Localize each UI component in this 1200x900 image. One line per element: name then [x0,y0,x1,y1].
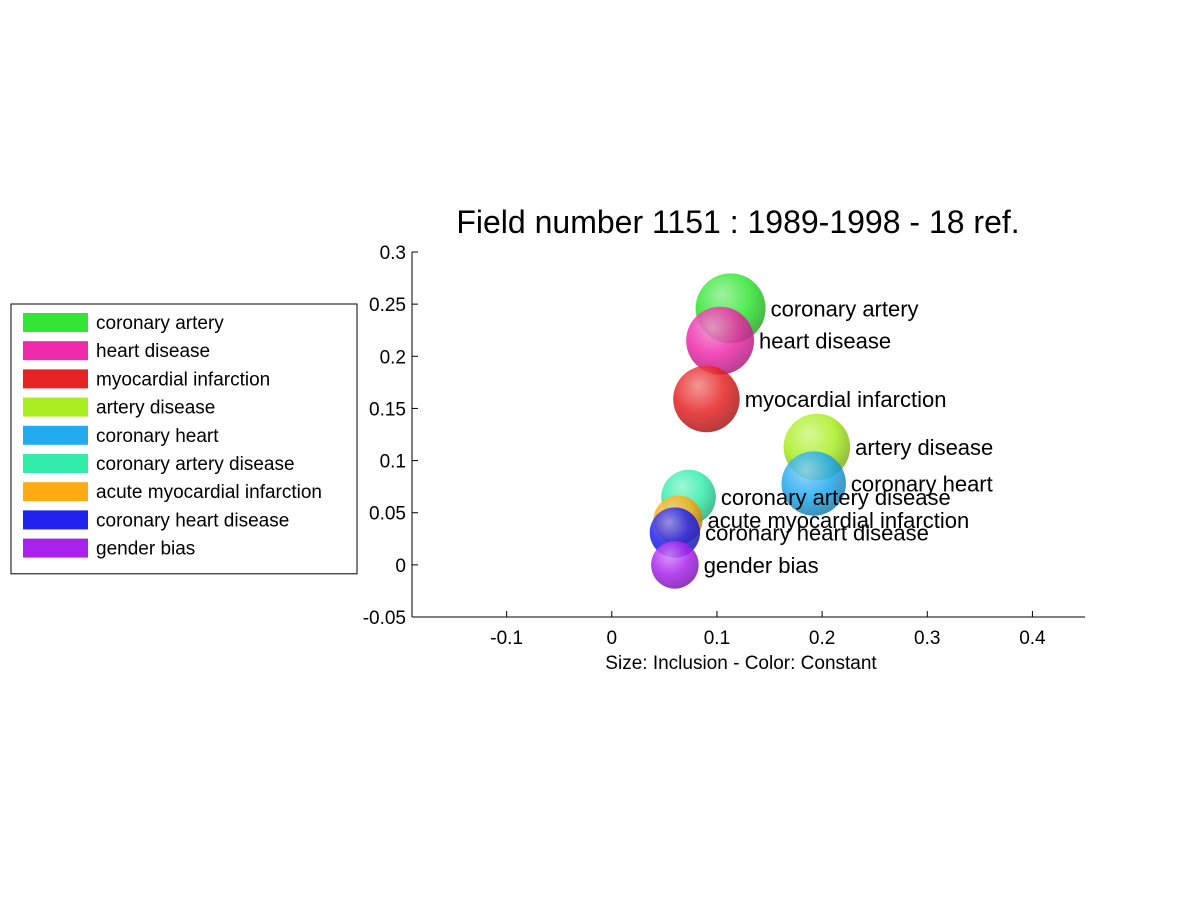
y-tick-label: 0.25 [369,295,406,316]
legend-entry: gender bias [96,539,195,560]
bubble-label: artery disease [855,435,993,460]
legend-entry: artery disease [96,398,215,419]
y-tick-label: 0 [395,556,406,577]
x-tick-label: 0 [607,628,618,649]
y-tick-label: 0.2 [380,347,406,368]
chart-title: Field number 1151 : 1989-1998 - 18 ref. [456,204,1019,240]
legend-swatch [23,341,88,361]
legend-swatch [23,454,88,473]
legend-swatch [23,538,88,558]
legend-swatch [23,425,88,445]
bubble-label: acute myocardial infarction [708,508,970,533]
legend-entry: myocardial infarction [96,369,270,390]
legend-entry: coronary artery disease [96,454,295,475]
y-tick-label: 0.3 [380,243,406,264]
legend-swatch [23,482,88,502]
bubbles [649,273,851,589]
legend-entry: coronary heart disease [96,510,289,531]
legend-swatch [23,313,88,332]
x-tick-label: 0.3 [914,628,940,649]
legend: coronary artery heart disease myocardial i… [10,303,358,575]
legend-swatch [23,397,88,417]
bubble-label: coronary artery disease [721,485,951,510]
bubble-point [781,451,846,516]
axes: -0.1 0 0.1 0.2 0.3 0.4 -0.05 0 0.05 0.1 0.15 0.2 0.2… [363,243,1085,649]
bubble-label: coronary artery [771,296,919,321]
x-tick-label: -0.1 [490,628,523,649]
x-tick-label: 0.1 [704,628,730,649]
bubble-point [686,306,755,375]
bubble-label: coronary heart disease [705,521,929,546]
y-tick-label: -0.05 [363,608,406,629]
bubble-point [651,541,699,589]
bubble-label: myocardial infarction [745,387,947,412]
legend-entry: acute myocardial infarction [96,482,322,503]
bubble-label: coronary heart [851,472,993,497]
legend-swatch [23,369,88,389]
x-axis-label: Size: Inclusion - Color: Constant [605,653,877,674]
legend-swatch [23,510,88,530]
y-tick-label: 0.15 [369,399,406,420]
bubble-labels: coronary artery heart disease myocardial i… [704,296,994,578]
bubble-label: gender bias [704,553,819,578]
x-tick-label: 0.4 [1019,628,1046,649]
y-tick-label: 0.05 [369,504,406,525]
legend-entry: coronary artery [96,313,224,334]
x-tick-label: 0.2 [809,628,835,649]
legend-entry: heart disease [96,341,210,362]
bubble-point [673,365,740,433]
y-tick-label: 0.1 [380,452,406,473]
bubble-label: heart disease [759,329,891,354]
legend-entry: coronary heart [96,426,219,447]
